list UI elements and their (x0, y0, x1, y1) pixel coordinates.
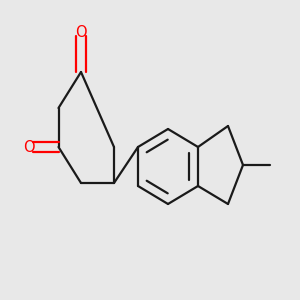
Text: O: O (75, 25, 87, 40)
Text: O: O (24, 140, 35, 154)
